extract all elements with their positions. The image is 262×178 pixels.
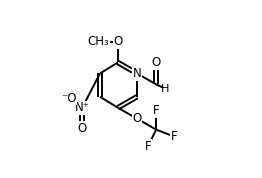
Text: O: O <box>152 56 161 69</box>
Text: F: F <box>171 130 177 143</box>
Text: F: F <box>145 140 151 153</box>
Text: O: O <box>113 35 122 48</box>
Text: ⁻O: ⁻O <box>61 92 76 105</box>
Text: F: F <box>153 104 160 117</box>
Text: O: O <box>132 112 142 125</box>
Text: N⁺: N⁺ <box>75 101 90 114</box>
Text: CH₃: CH₃ <box>88 35 110 48</box>
Text: O: O <box>78 122 87 135</box>
Text: H: H <box>161 83 169 93</box>
Text: N: N <box>133 67 141 80</box>
